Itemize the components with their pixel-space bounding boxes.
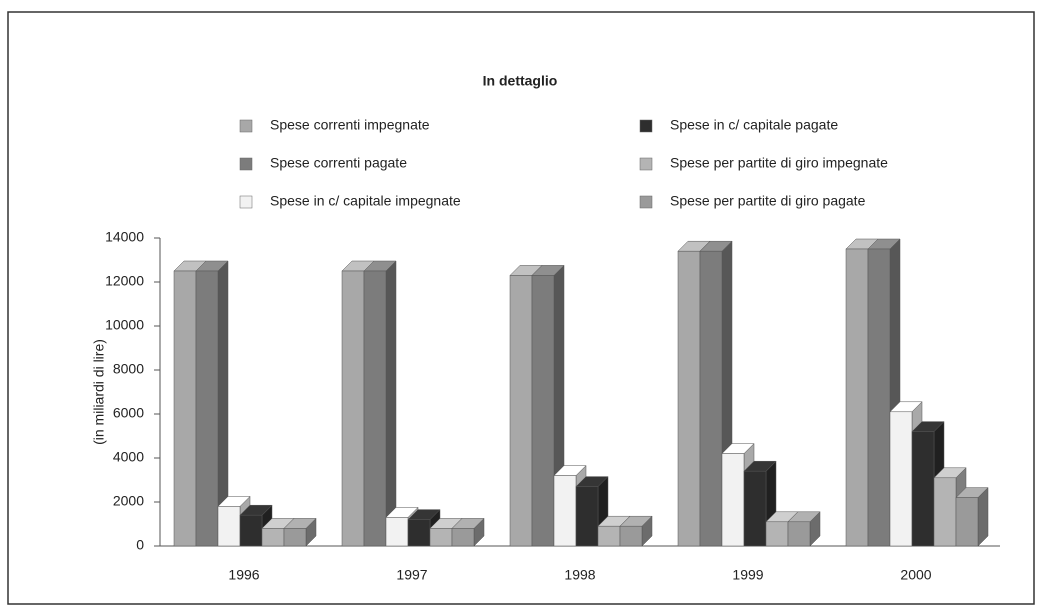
bar <box>699 250 723 547</box>
bar <box>429 528 453 547</box>
legend-label: Spese per partite di giro impegnate <box>670 155 888 171</box>
bar <box>721 453 745 547</box>
y-tick-label: 14000 <box>105 229 144 245</box>
legend-swatch <box>639 119 653 133</box>
bar <box>217 506 241 547</box>
frame <box>7 11 1035 605</box>
legend-swatch <box>239 119 253 133</box>
legend-label: Spese correnti pagate <box>270 155 407 171</box>
y-tick-label: 8000 <box>113 361 144 377</box>
bar <box>509 275 533 547</box>
bar <box>173 270 197 547</box>
bar <box>867 248 891 547</box>
bar <box>553 475 577 547</box>
x-tick-label: 1999 <box>732 567 763 583</box>
bar <box>261 528 285 547</box>
bar <box>239 514 263 547</box>
bar <box>407 519 431 547</box>
bar <box>283 528 307 547</box>
bar <box>787 521 811 547</box>
bar <box>933 477 957 547</box>
legend-label: Spese in c/ capitale impegnate <box>270 193 461 209</box>
bar <box>451 528 475 547</box>
bar <box>677 250 701 547</box>
y-tick-label: 4000 <box>113 449 144 465</box>
legend-swatch <box>639 195 653 209</box>
bar <box>889 411 913 547</box>
y-axis-label: (in miliardi di lire) <box>91 339 107 445</box>
bar <box>363 270 387 547</box>
y-tick-label: 12000 <box>105 273 144 289</box>
bar <box>619 525 643 547</box>
x-tick-label: 1996 <box>228 567 259 583</box>
bar <box>575 486 599 547</box>
bar <box>385 517 409 547</box>
y-tick-label: 6000 <box>113 405 144 421</box>
bar <box>531 275 555 547</box>
bar <box>341 270 365 547</box>
x-tick-label: 2000 <box>900 567 931 583</box>
x-tick-label: 1998 <box>564 567 595 583</box>
legend-swatch <box>639 157 653 171</box>
bar <box>845 248 869 547</box>
bar-side <box>385 260 397 547</box>
legend-swatch <box>239 195 253 209</box>
bar <box>911 431 935 547</box>
y-tick-label: 10000 <box>105 317 144 333</box>
legend-label: Spese per partite di giro pagate <box>670 193 866 209</box>
bar <box>195 270 219 547</box>
x-tick-label: 1997 <box>396 567 427 583</box>
legend-label: Spese correnti impegnate <box>270 117 430 133</box>
bar <box>743 470 767 547</box>
legend-swatch <box>239 157 253 171</box>
y-tick-label: 0 <box>136 537 144 553</box>
legend-label: Spese in c/ capitale pagate <box>670 117 838 133</box>
y-tick-label: 2000 <box>113 493 144 509</box>
bar <box>597 525 621 547</box>
bar <box>955 497 979 547</box>
chart-title: In dettaglio <box>483 73 558 89</box>
bar <box>765 521 789 547</box>
